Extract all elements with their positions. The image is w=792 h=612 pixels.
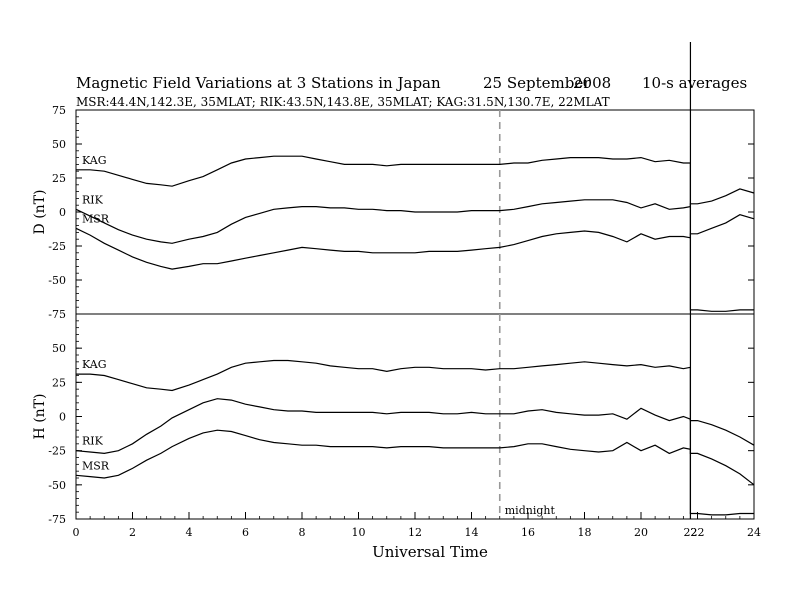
y-tick-label: 75 — [52, 104, 66, 117]
x-tick-label: 14 — [465, 526, 479, 539]
series-label-msr: MSR — [82, 212, 110, 225]
series-label-kag: KAG — [82, 358, 107, 371]
x-tick-label: 4 — [186, 526, 193, 539]
y-tick-label: -50 — [48, 274, 66, 287]
y-tick-label: -75 — [48, 513, 66, 526]
y-tick-label: -75 — [48, 308, 66, 321]
y-axis-label: H (nT) — [32, 394, 48, 440]
series-line-kag — [76, 155, 754, 312]
x-tick-label: 8 — [299, 526, 306, 539]
y-tick-label: 25 — [52, 172, 66, 185]
x-tick-label: 18 — [578, 526, 592, 539]
x-tick-label: 6 — [242, 526, 249, 539]
x-tick-label: 12 — [408, 526, 422, 539]
x-tick-label: 2 — [129, 526, 136, 539]
x-tick-label: 22 — [691, 526, 705, 539]
y-tick-label: 25 — [52, 376, 66, 389]
chart-year: 2008 — [573, 74, 611, 92]
chart-subtitle: MSR:44.4N,142.3E, 35MLAT; RIK:43.5N,143.… — [76, 95, 610, 109]
series-label-kag: KAG — [82, 154, 107, 167]
series-line-rik — [75, 398, 755, 455]
y-tick-label: 0 — [59, 411, 66, 424]
series-label-rik: RIK — [82, 435, 104, 448]
y-tick-label: 50 — [52, 138, 66, 151]
series-label-msr: MSR — [82, 459, 110, 472]
y-tick-label: 0 — [59, 206, 66, 219]
x-tick-label: 20 — [634, 526, 648, 539]
chart-title: Magnetic Field Variations at 3 Stations … — [76, 74, 441, 92]
x-tick-label: 0 — [73, 526, 80, 539]
series-line-msr — [75, 429, 755, 486]
series-label-rik: RIK — [82, 193, 104, 206]
y-axis-label: D (nT) — [32, 190, 48, 235]
x-tick-label: 10 — [352, 526, 366, 539]
plot-panels: 75 50 25 0 -25 -50 -75 D (nT) KAG RIK MSR 50 25 0 -25 -… — [32, 42, 761, 539]
series-line-rik — [75, 188, 755, 244]
x-tick-label: 16 — [521, 526, 535, 539]
x-tick-label: 22 — [683, 526, 697, 539]
series-line-msr — [75, 214, 755, 270]
x-axis-label: Universal Time — [372, 543, 488, 561]
y-tick-label: -25 — [48, 240, 66, 253]
midnight-label: midnight — [505, 504, 556, 517]
chart-averaging: 10-s averages — [642, 74, 747, 92]
x-tick-label: 24 — [747, 526, 761, 539]
y-tick-label: 50 — [52, 342, 66, 355]
chart-date: 25 September — [483, 74, 591, 92]
panel-frame-1 — [75, 313, 755, 520]
y-tick-label: -25 — [48, 445, 66, 458]
series-line-kag — [76, 359, 754, 516]
y-tick-label: -50 — [48, 479, 66, 492]
